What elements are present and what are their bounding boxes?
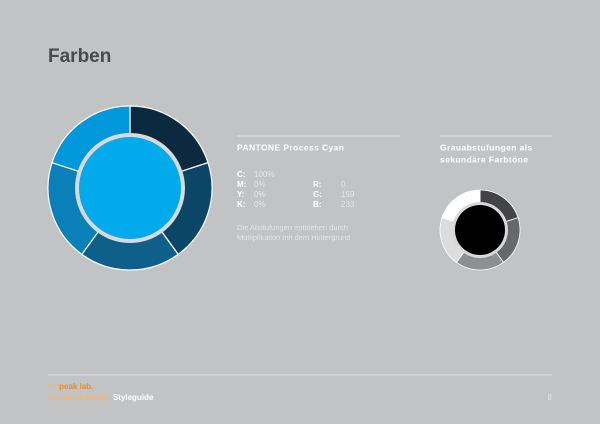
cmyk-value: 0% xyxy=(254,180,266,189)
cyan-swatch xyxy=(47,105,213,271)
gray-title: sekundäre Farbtöne xyxy=(440,154,528,164)
cmyk-label: C: xyxy=(237,170,245,179)
cmyk-value: 100% xyxy=(254,170,274,179)
page-title: Farben xyxy=(48,46,111,67)
subtitle-light: Corporate Design xyxy=(48,393,111,402)
rgb-label: R: xyxy=(313,180,321,189)
cmyk-value: 0% xyxy=(254,200,266,209)
rgb-value: 159 xyxy=(341,190,355,199)
center xyxy=(79,137,181,239)
gray-title: Grauabstufungen als xyxy=(440,142,533,152)
center xyxy=(455,205,505,255)
color-title: PANTONE Process Cyan xyxy=(237,142,344,152)
note: Multiplikation mit dem Hintergrund xyxy=(237,233,350,242)
cmyk-label: M: xyxy=(237,180,246,189)
cmyk-label: K: xyxy=(237,200,245,209)
brand-name: peak lab. xyxy=(59,382,93,391)
subtitle-bold: Styleguide xyxy=(113,393,154,402)
rgb-label: B: xyxy=(313,200,321,209)
brand: thepeak lab. xyxy=(48,382,93,391)
subtitle: Corporate Design Styleguide xyxy=(48,393,154,402)
page-number: 8 xyxy=(548,393,553,402)
note: Die Abstufungen entstehen durch xyxy=(237,223,348,232)
brand-prefix: the xyxy=(48,382,60,391)
gray-swatch xyxy=(439,189,521,271)
rgb-value: 0 xyxy=(341,180,346,189)
cmyk-label: Y: xyxy=(237,190,244,199)
cmyk-value: 0% xyxy=(254,190,266,199)
rgb-label: G: xyxy=(313,190,322,199)
rgb-value: 233 xyxy=(341,200,355,209)
